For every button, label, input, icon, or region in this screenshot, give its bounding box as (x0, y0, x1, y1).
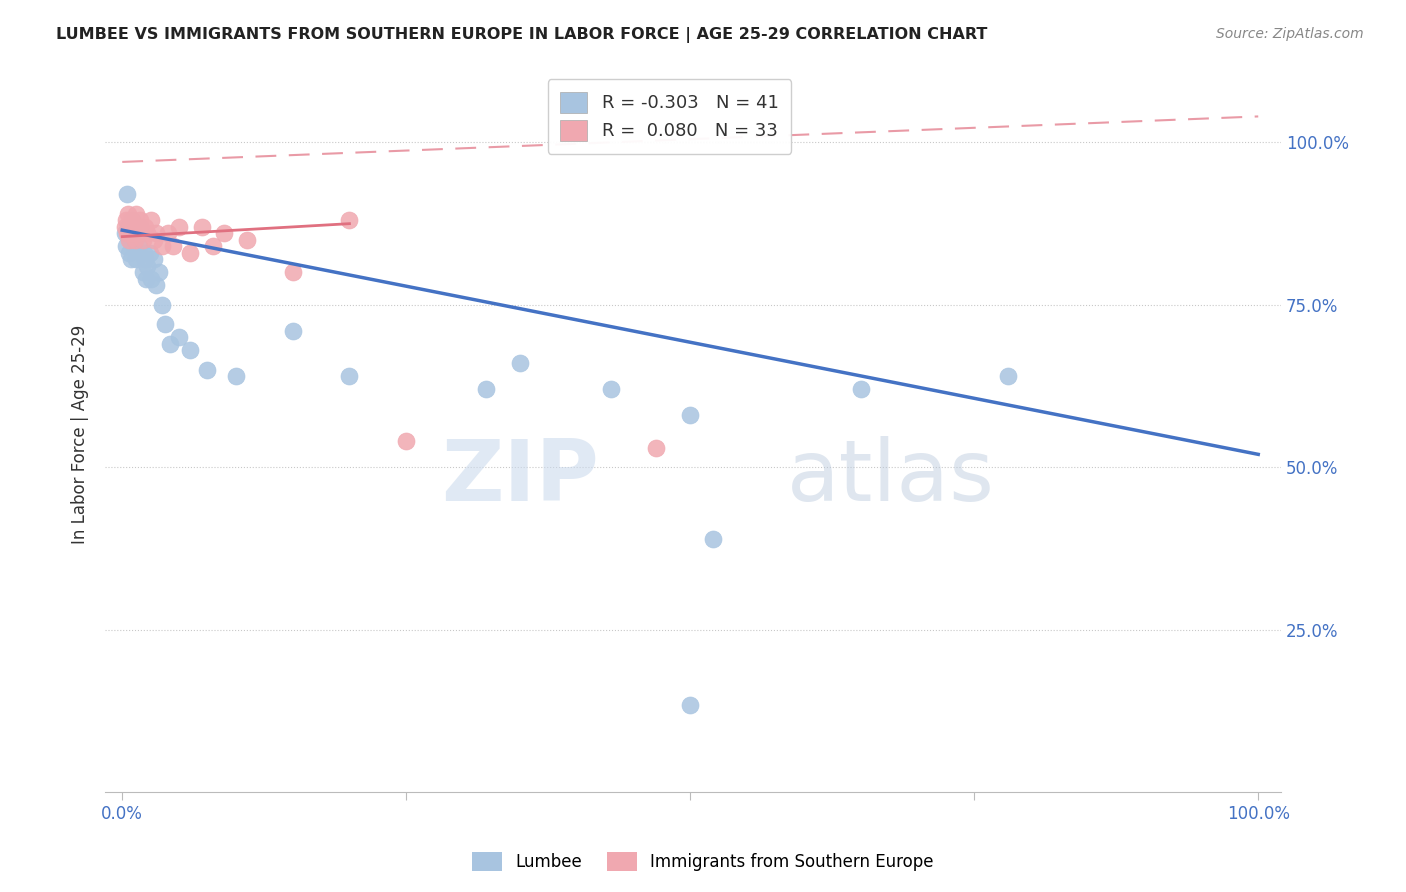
Point (114, 239, 136, 253)
Point (509, 356, 531, 370)
Legend: R = -0.303   N = 41, R =  0.080   N = 33: R = -0.303 N = 41, R = 0.080 N = 33 (548, 79, 792, 153)
Point (124, 219, 146, 234)
Point (167, 219, 190, 234)
Point (145, 278, 167, 293)
Point (997, 369, 1019, 384)
Point (128, 239, 150, 253)
Point (143, 252, 166, 267)
Point (599, 383, 621, 397)
Point (679, 409, 702, 423)
Point (134, 219, 156, 234)
Point (159, 337, 181, 351)
Point (118, 233, 141, 247)
Point (122, 239, 145, 253)
Point (281, 265, 304, 279)
Text: ZIP: ZIP (441, 436, 599, 519)
Text: LUMBEE VS IMMIGRANTS FROM SOUTHERN EUROPE IN LABOR FORCE | AGE 25-29 CORRELATION: LUMBEE VS IMMIGRANTS FROM SOUTHERN EUROP… (56, 27, 987, 43)
Point (114, 227, 136, 241)
Point (214, 227, 236, 241)
Point (679, 698, 702, 712)
Text: Source: ZipAtlas.com: Source: ZipAtlas.com (1216, 27, 1364, 41)
Point (202, 239, 225, 253)
Point (125, 207, 148, 221)
Point (134, 252, 156, 267)
Point (395, 434, 418, 449)
Point (131, 233, 153, 247)
Point (225, 369, 247, 384)
Point (179, 246, 201, 260)
Point (138, 246, 160, 260)
Point (339, 369, 361, 384)
Point (236, 233, 259, 247)
Point (120, 219, 142, 234)
Point (115, 227, 138, 241)
Point (121, 213, 143, 227)
Point (150, 298, 173, 312)
Point (120, 252, 142, 267)
Point (150, 239, 173, 253)
Point (155, 318, 177, 332)
Point (131, 265, 153, 279)
Point (148, 265, 170, 279)
Point (124, 233, 146, 247)
Point (114, 213, 136, 227)
Point (162, 239, 184, 253)
Point (474, 383, 496, 397)
Point (121, 227, 143, 241)
Point (120, 233, 142, 247)
Point (197, 363, 219, 377)
Point (129, 219, 152, 234)
Point (136, 227, 159, 241)
Point (645, 441, 668, 455)
Point (139, 213, 162, 227)
Point (125, 252, 148, 267)
Point (122, 219, 145, 234)
Point (129, 213, 152, 227)
Y-axis label: In Labor Force | Age 25-29: In Labor Force | Age 25-29 (72, 326, 89, 544)
Point (136, 259, 159, 273)
Point (125, 227, 148, 241)
Point (281, 324, 304, 338)
Point (114, 219, 136, 234)
Point (118, 246, 141, 260)
Point (132, 246, 155, 260)
Point (115, 187, 138, 202)
Point (139, 272, 162, 286)
Point (702, 532, 724, 546)
Point (117, 207, 139, 221)
Point (128, 219, 150, 234)
Point (143, 233, 166, 247)
Legend: Lumbee, Immigrants from Southern Europe: Lumbee, Immigrants from Southern Europe (464, 843, 942, 880)
Point (120, 213, 142, 227)
Point (849, 383, 872, 397)
Point (167, 330, 190, 344)
Point (156, 227, 179, 241)
Point (125, 227, 148, 241)
Point (117, 219, 139, 234)
Point (179, 343, 201, 358)
Point (135, 272, 157, 286)
Text: atlas: atlas (787, 436, 995, 519)
Point (191, 219, 214, 234)
Point (339, 213, 361, 227)
Point (145, 227, 167, 241)
